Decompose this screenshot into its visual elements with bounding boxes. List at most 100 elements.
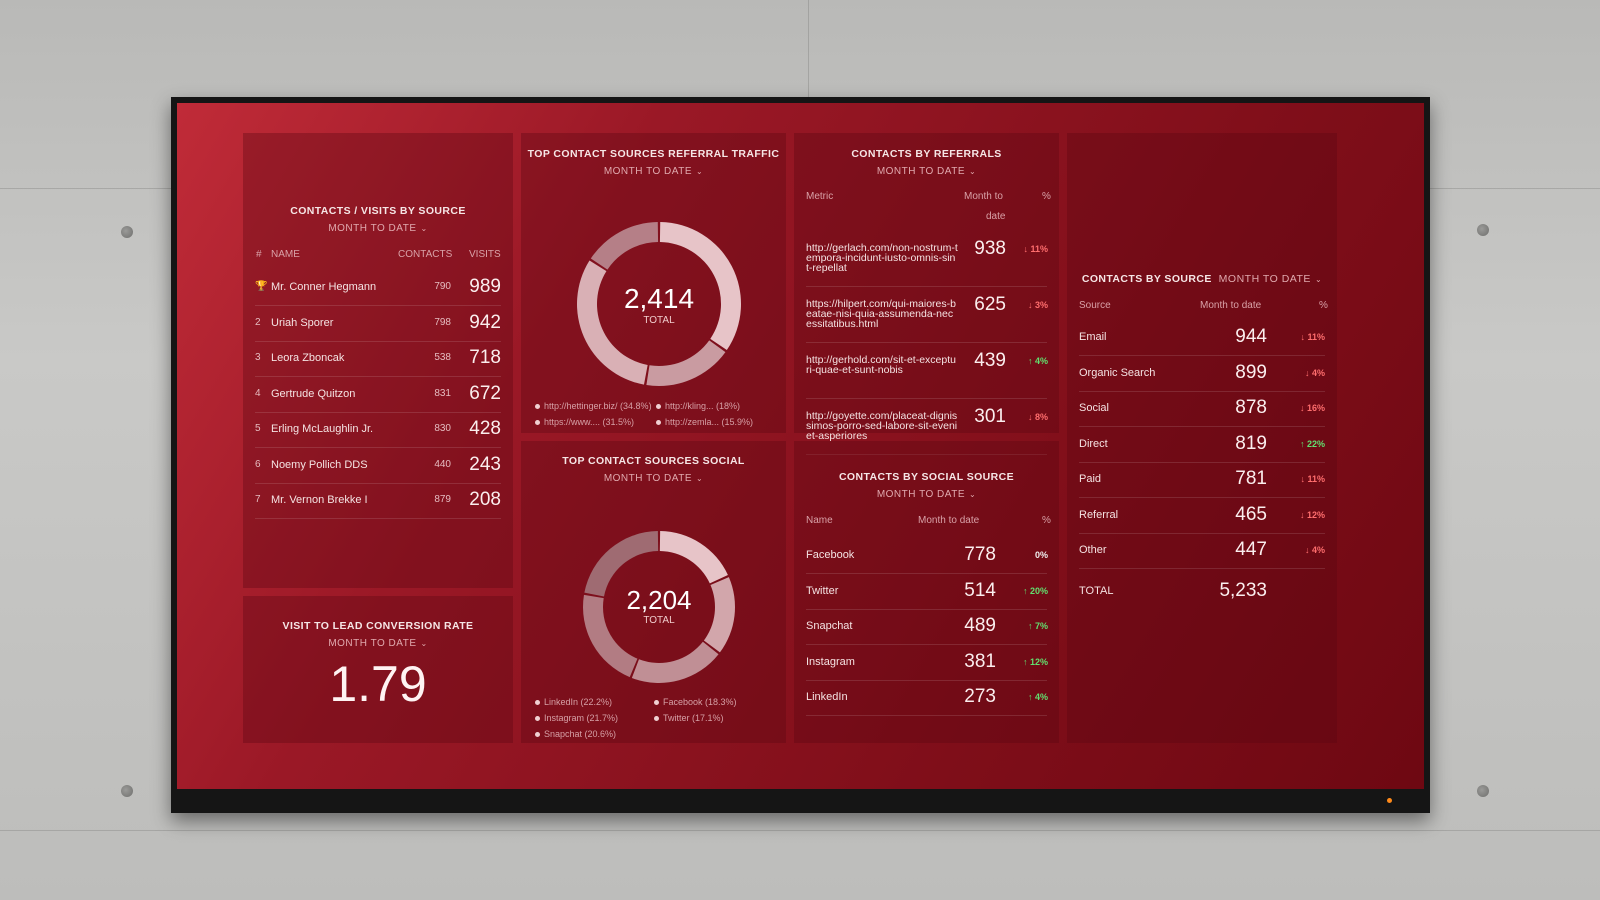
table-row[interactable]: Other 447 ↓ 4% <box>1079 532 1325 569</box>
power-led-icon <box>1387 798 1392 803</box>
row-visits: 243 <box>469 453 501 475</box>
table-row[interactable]: 6 Noemy Pollich DDS 440 243 <box>255 447 501 484</box>
row-url: http://gerhold.com/sit-et-excepturi-quae… <box>806 354 956 376</box>
col-name: NAME <box>271 249 300 260</box>
row-rank: 7 <box>255 494 261 505</box>
table-row[interactable]: https://hilpert.com/qui-maiores-beatae-n… <box>806 287 1048 343</box>
period-label: MONTH TO DATE <box>328 223 417 234</box>
contacts-by-social-panel: CONTACTS BY SOCIAL SOURCE MONTH TO DATE ⌄… <box>794 441 1059 743</box>
table-row[interactable]: 5 Erling McLaughlin Jr. 830 428 <box>255 411 501 448</box>
table-row[interactable]: Direct 819 ↑ 22% <box>1079 426 1325 463</box>
row-change: ↓ 3% <box>1027 300 1048 310</box>
tv-monitor: CONTACTS / VISITS BY SOURCE MONTH TO DAT… <box>171 97 1430 813</box>
legend-item: Facebook (18.3%) <box>654 697 737 707</box>
row-name: Snapchat <box>806 620 853 632</box>
table-row[interactable]: Referral 465 ↓ 12% <box>1079 497 1325 534</box>
table-row[interactable]: Paid 781 ↓ 11% <box>1079 461 1325 498</box>
row-visits: 989 <box>469 276 501 297</box>
table-row[interactable]: 4 Gertrude Quitzon 831 672 <box>255 376 501 413</box>
row-contacts: 830 <box>434 423 451 434</box>
table-row[interactable]: 2 Uriah Sporer 798 942 <box>255 305 501 342</box>
chevron-down-icon: ⌄ <box>420 224 428 233</box>
donut-slice <box>631 641 719 684</box>
row-visits: 718 <box>469 347 501 368</box>
row-contacts: 538 <box>434 352 451 363</box>
period-dropdown[interactable]: MONTH TO DATE ⌄ <box>243 223 513 234</box>
row-name: Organic Search <box>1079 366 1156 379</box>
period-label: MONTH TO DATE <box>876 489 965 500</box>
donut-slice <box>577 260 648 385</box>
row-rank: 6 <box>255 458 261 470</box>
row-name: Gertrude Quitzon <box>271 387 356 400</box>
legend-dot-icon <box>656 420 661 426</box>
period-label: MONTH TO DATE <box>1218 273 1311 285</box>
visits-by-source-panel: CONTACTS / VISITS BY SOURCE MONTH TO DAT… <box>243 133 513 588</box>
row-name: Social <box>1079 402 1109 414</box>
row-contacts: 440 <box>434 458 451 470</box>
row-visits: 208 <box>469 489 501 510</box>
table-row[interactable]: LinkedIn 273 ↑ 4% <box>806 679 1048 716</box>
col-source: Source <box>1079 300 1111 311</box>
donut-slice <box>659 222 741 351</box>
row-rank: 3 <box>255 352 261 363</box>
period-dropdown[interactable]: MONTH TO DATE ⌄ <box>521 166 786 177</box>
table-row[interactable]: Snapchat 489 ↑ 7% <box>806 608 1048 645</box>
referral-traffic-panel: TOP CONTACT SOURCES REFERRAL TRAFFIC MON… <box>521 133 786 433</box>
donut-slice <box>584 531 659 597</box>
row-value: 489 <box>964 615 996 636</box>
period-dropdown[interactable]: MONTH TO DATE ⌄ <box>521 473 786 484</box>
col-mtd-2: date <box>986 211 1006 222</box>
row-change: 0% <box>1034 550 1048 560</box>
col-contacts: CONTACTS <box>398 249 453 260</box>
table-row[interactable]: http://gerlach.com/non-nostrum-tempora-i… <box>806 231 1048 287</box>
table-row[interactable]: http://gerhold.com/sit-et-excepturi-quae… <box>806 343 1048 399</box>
row-change: ↓ 11% <box>1023 244 1048 254</box>
donut-slice <box>703 577 736 653</box>
row-name: Other <box>1079 544 1107 556</box>
row-value: 778 <box>964 544 996 565</box>
table-row[interactable]: Facebook 778 0% <box>806 537 1048 574</box>
wall-bolt <box>1477 785 1489 797</box>
row-change: ↓ 8% <box>1027 412 1048 422</box>
table-row[interactable]: 🏆 Mr. Conner Hegmann 790 989 <box>255 269 501 306</box>
period-dropdown[interactable]: MONTH TO DATE ⌄ <box>794 489 1059 500</box>
chevron-down-icon: ⌄ <box>1314 275 1323 284</box>
col-metric: Metric <box>806 191 834 202</box>
row-rank: 5 <box>255 423 261 434</box>
table-row[interactable]: http://goyette.com/placeat-dignissimos-p… <box>806 399 1048 455</box>
wall-seam <box>0 830 1600 831</box>
row-name: Facebook <box>806 549 855 561</box>
table-row[interactable]: 7 Mr. Vernon Brekke I 879 208 <box>255 482 501 519</box>
row-url: http://gerlach.com/non-nostrum-tempora-i… <box>806 242 958 274</box>
referral-total: 2,414 <box>623 283 695 314</box>
panel-title: CONTACTS BY SOCIAL SOURCE <box>838 471 1015 483</box>
row-value: 439 <box>974 350 1006 371</box>
row-value: 878 <box>1235 397 1267 418</box>
conversion-panel: VISIT TO LEAD CONVERSION RATE MONTH TO D… <box>243 596 513 743</box>
row-change: ↑ 12% <box>1022 656 1048 667</box>
table-row[interactable]: 3 Leora Zboncak 538 718 <box>255 340 501 377</box>
row-change: ↑ 20% <box>1022 585 1048 596</box>
table-row[interactable]: Organic Search 899 ↓ 4% <box>1079 355 1325 392</box>
chevron-down-icon: ⌄ <box>968 167 977 176</box>
row-contacts: 790 <box>434 281 451 292</box>
period-dropdown[interactable]: MONTH TO DATE ⌄ <box>243 638 513 649</box>
table-row[interactable]: Social 878 ↓ 16% <box>1079 390 1325 427</box>
table-row[interactable]: Instagram 381 ↑ 12% <box>806 644 1048 681</box>
chevron-down-icon: ⌄ <box>695 167 704 176</box>
panel-title: VISIT TO LEAD CONVERSION RATE <box>282 620 474 632</box>
dashboard-screen: CONTACTS / VISITS BY SOURCE MONTH TO DAT… <box>177 103 1424 789</box>
row-name: Erling McLaughlin Jr. <box>271 423 374 435</box>
period-dropdown[interactable]: MONTH TO DATE ⌄ <box>1219 273 1322 285</box>
row-change: ↑ 4% <box>1027 692 1048 702</box>
table-row[interactable]: Twitter 514 ↑ 20% <box>806 573 1048 610</box>
table-row[interactable]: Email 944 ↓ 11% <box>1079 319 1325 356</box>
wall-bolt <box>121 226 133 238</box>
row-name: Instagram <box>806 655 855 668</box>
legend-dot-icon <box>535 732 540 738</box>
row-change: ↑ 7% <box>1027 621 1048 631</box>
period-dropdown[interactable]: MONTH TO DATE ⌄ <box>794 166 1059 177</box>
legend-item: Instagram (21.7%) <box>535 713 618 723</box>
legend-dot-icon <box>535 404 540 410</box>
row-name: Direct <box>1079 437 1108 450</box>
